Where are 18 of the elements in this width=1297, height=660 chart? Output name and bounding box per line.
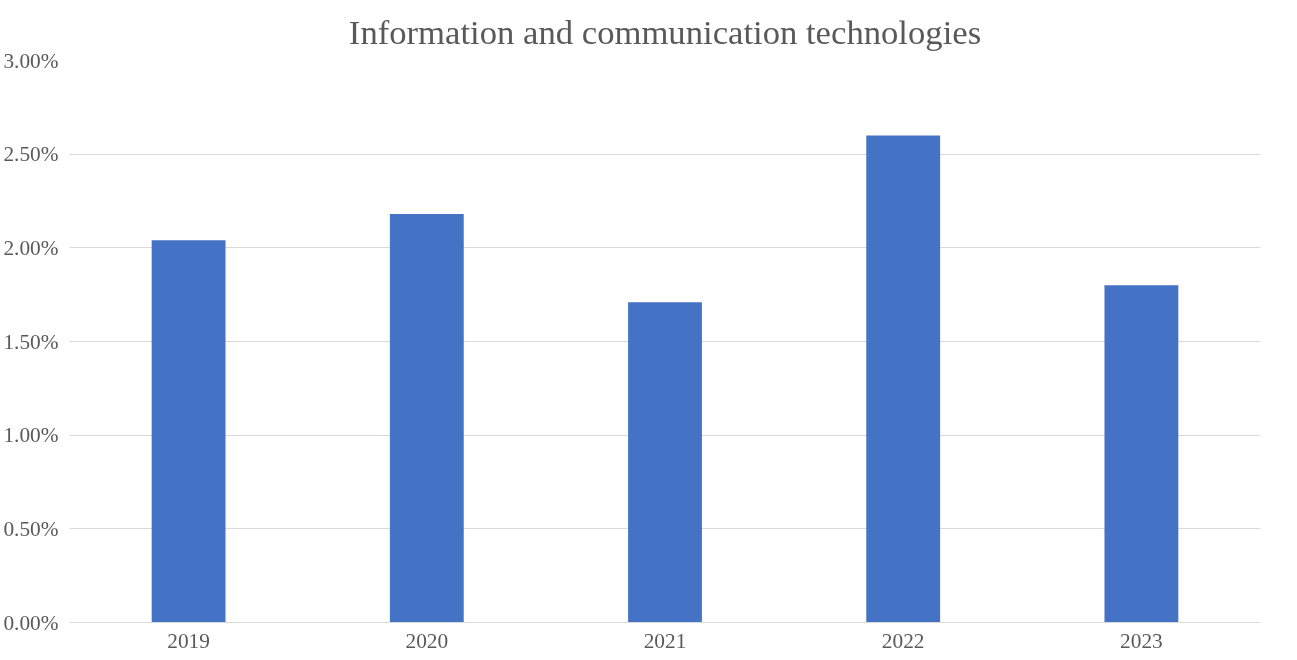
y-tick-label: 0.50% xyxy=(3,516,59,541)
bar xyxy=(151,240,226,623)
x-tick-label: 2021 xyxy=(643,628,687,653)
x-tick-label: 2023 xyxy=(1120,628,1163,653)
y-tick-label: 2.50% xyxy=(3,142,59,167)
bar xyxy=(866,135,941,623)
bar xyxy=(389,214,464,623)
x-tick-label: 2019 xyxy=(167,628,210,653)
y-tick-label: 1.00% xyxy=(3,423,59,448)
y-tick-label: 2.00% xyxy=(3,235,59,260)
x-tick-label: 2020 xyxy=(405,628,449,653)
y-tick-label: 3.00% xyxy=(3,48,59,73)
chart-title: Information and communication technologies xyxy=(348,12,982,51)
bar xyxy=(1104,285,1179,623)
x-tick-label: 2022 xyxy=(881,628,925,653)
bar xyxy=(628,302,702,623)
y-tick-label: 0.00% xyxy=(3,610,59,635)
y-tick-label: 1.50% xyxy=(3,329,59,354)
